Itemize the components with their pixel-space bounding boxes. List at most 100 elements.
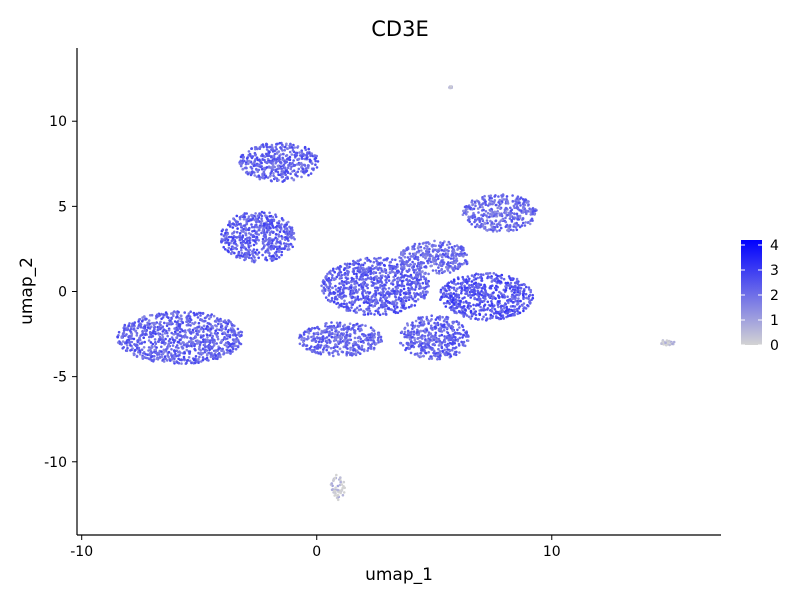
cell-point [452, 296, 455, 300]
cell-point [334, 486, 337, 490]
cell-point [148, 314, 152, 317]
cell-point [330, 328, 334, 332]
cell-point [478, 276, 482, 279]
cell-point [251, 162, 254, 166]
cell-point [231, 350, 234, 353]
cell-point [460, 283, 464, 286]
cell-point [173, 339, 176, 343]
cell-point [204, 345, 207, 349]
cell-point [204, 340, 207, 344]
cell-point [143, 340, 146, 344]
cell-point [178, 353, 181, 357]
cell-point [160, 312, 163, 316]
cell-point [410, 276, 414, 280]
cell-point [201, 358, 205, 362]
cell-point [353, 336, 357, 340]
cell-point [372, 260, 376, 264]
cell-point [239, 155, 243, 159]
cell-point [150, 335, 153, 339]
cell-point [189, 324, 192, 327]
cell-point [419, 266, 423, 270]
cell-point [420, 249, 423, 252]
cell-point [459, 299, 462, 303]
cell-point [411, 260, 414, 264]
cell-point [290, 153, 294, 156]
cell-point [360, 346, 364, 350]
cell-point [227, 250, 230, 254]
cell-point [347, 281, 350, 284]
cell-point [273, 149, 277, 153]
cell-point [245, 218, 248, 222]
cell-point [517, 224, 520, 227]
cell-point [497, 296, 501, 299]
cell-point [372, 293, 376, 296]
cluster-top [238, 141, 320, 183]
cell-point [384, 275, 387, 278]
cell-point [170, 348, 173, 351]
cell-point [282, 242, 286, 245]
cell-point [509, 206, 512, 210]
cell-point [419, 344, 423, 347]
cell-point [338, 267, 341, 271]
cell-point [419, 273, 422, 276]
cell-point [400, 330, 404, 334]
cell-point [343, 262, 347, 266]
cell-point [253, 164, 257, 167]
cell-point [376, 338, 380, 342]
cell-point [248, 159, 251, 163]
cell-point [486, 204, 490, 207]
cell-point [362, 289, 365, 293]
cell-point [452, 257, 455, 260]
cell-point [224, 229, 228, 232]
cell-point [326, 272, 329, 276]
cell-point [393, 307, 397, 311]
cell-point [336, 484, 340, 488]
cell-point [384, 303, 388, 307]
cell-point [504, 216, 507, 220]
cell-point [378, 266, 381, 270]
cell-point [185, 359, 189, 362]
cell-point [378, 299, 382, 302]
cell-point [239, 159, 242, 163]
cell-point [217, 322, 220, 326]
cell-point [332, 300, 336, 304]
cell-point [236, 236, 240, 239]
cell-point [497, 305, 500, 309]
cell-point [257, 256, 261, 260]
cell-point [129, 349, 132, 352]
cell-point [327, 326, 330, 330]
cell-point [267, 227, 270, 230]
cell-point [458, 351, 461, 354]
cell-point [372, 346, 376, 350]
cell-point [283, 227, 287, 231]
cluster-island-top [448, 85, 453, 90]
cell-point [163, 313, 166, 317]
cell-point [267, 242, 270, 245]
cell-point [504, 225, 508, 229]
cell-point [250, 259, 254, 263]
cell-point [429, 355, 432, 358]
cell-point [494, 219, 498, 222]
cell-point [524, 221, 527, 224]
cell-point [253, 260, 256, 264]
cell-point [516, 312, 519, 316]
cell-point [208, 341, 212, 345]
cell-point [275, 148, 278, 151]
cell-point [232, 231, 235, 235]
cell-point [345, 279, 348, 283]
cell-point [463, 288, 466, 292]
cell-point [438, 334, 441, 338]
cell-point [406, 275, 410, 278]
cell-point [160, 350, 163, 353]
cell-point [466, 339, 470, 343]
cell-point [228, 335, 232, 339]
cell-point [171, 344, 175, 347]
cell-point [140, 320, 144, 323]
cell-point [206, 321, 210, 325]
cell-point [274, 213, 277, 216]
cell-point [499, 202, 503, 205]
cell-point [490, 300, 493, 303]
cell-point [430, 327, 433, 330]
cell-point [140, 348, 144, 352]
cell-point [227, 223, 230, 227]
